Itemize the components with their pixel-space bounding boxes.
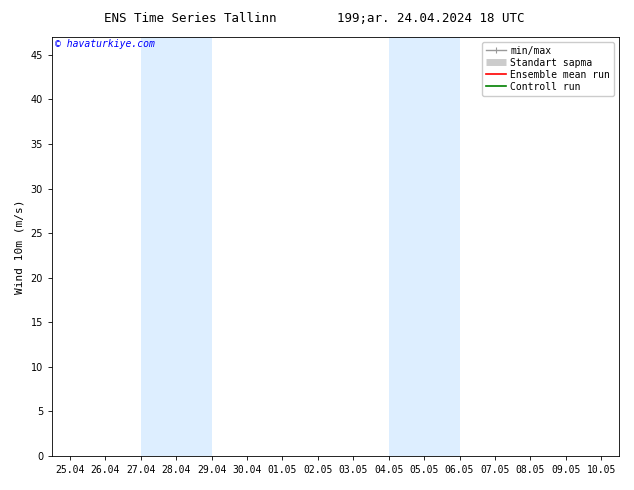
Text: © havaturkiye.com: © havaturkiye.com (55, 39, 155, 49)
Text: ENS Time Series Tallinn: ENS Time Series Tallinn (104, 12, 276, 25)
Text: 199;ar. 24.04.2024 18 UTC: 199;ar. 24.04.2024 18 UTC (337, 12, 525, 25)
Legend: min/max, Standart sapma, Ensemble mean run, Controll run: min/max, Standart sapma, Ensemble mean r… (482, 42, 614, 96)
Bar (389, 37, 460, 456)
Y-axis label: Wind 10m (m/s): Wind 10m (m/s) (15, 199, 25, 294)
Bar (141, 37, 212, 456)
